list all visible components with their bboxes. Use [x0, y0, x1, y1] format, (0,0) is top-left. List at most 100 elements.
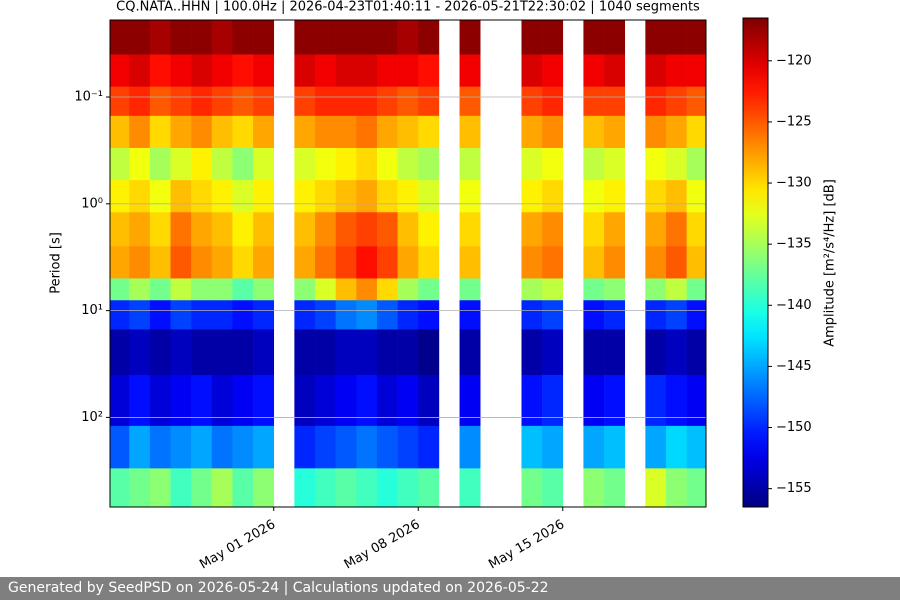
heatmap-cell [315, 180, 336, 213]
heatmap-cell [418, 425, 440, 469]
heatmap-cell [665, 300, 687, 330]
colorbar-tick-label: −130 [776, 176, 812, 191]
heatmap-cell [253, 425, 275, 469]
heatmap-cell [110, 86, 130, 117]
heatmap-cell [211, 20, 233, 55]
y-tick-label: 10² [81, 410, 103, 425]
heatmap-cell [604, 54, 626, 87]
heatmap-cell [542, 180, 564, 213]
heatmap-cell [191, 86, 213, 117]
heatmap-cell [232, 278, 254, 301]
heatmap-cell [335, 278, 357, 301]
heatmap-cell [211, 374, 233, 427]
heatmap-cell [129, 468, 151, 507]
heatmap-cell [335, 180, 357, 213]
heatmap-cell [418, 246, 440, 279]
heatmap-cell [604, 212, 626, 247]
heatmap-cell [686, 86, 706, 117]
heatmap-cell [149, 54, 171, 87]
heatmap-cell [191, 246, 213, 279]
heatmap-cell [542, 278, 564, 301]
heatmap-cell [645, 147, 667, 181]
heatmap-cell [459, 212, 481, 247]
heatmap-cell [376, 468, 398, 507]
heatmap-cell [232, 180, 254, 213]
heatmap-cell [110, 278, 130, 301]
heatmap-cell [542, 86, 564, 117]
heatmap-cell [253, 54, 275, 87]
heatmap-cell [583, 246, 605, 279]
heatmap-cell [645, 374, 667, 427]
heatmap-cell [110, 180, 130, 213]
heatmap-cell [253, 20, 275, 55]
heatmap-cell [645, 468, 667, 507]
heatmap-cell [459, 278, 481, 301]
heatmap-cell [686, 147, 706, 181]
heatmap-cell [149, 180, 171, 213]
heatmap-cell [191, 468, 213, 507]
heatmap-cell [376, 374, 398, 427]
heatmap-cell [459, 300, 481, 330]
heatmap-cell [191, 425, 213, 469]
heatmap-cell [356, 468, 378, 507]
heatmap-cell [356, 20, 378, 55]
heatmap-cell [521, 147, 543, 181]
heatmap-cell [418, 468, 440, 507]
heatmap-cell [149, 300, 171, 330]
heatmap-cell [335, 246, 357, 279]
chart: CQ.NATA..HHN | 100.0Hz | 2026-04-23T01:4… [49, 0, 838, 572]
heatmap-cell [170, 374, 192, 427]
heatmap-cell [356, 300, 378, 330]
heatmap-cell [315, 278, 336, 301]
heatmap-cell [294, 425, 316, 469]
heatmap-cell [604, 278, 626, 301]
heatmap-cell [645, 278, 667, 301]
heatmap-cell [253, 329, 275, 376]
heatmap-cell [170, 86, 192, 117]
heatmap-cell [397, 300, 419, 330]
heatmap-cell [521, 86, 543, 117]
heatmap-cell [356, 180, 378, 213]
heatmap-cell [459, 86, 481, 117]
heatmap-cell [110, 20, 130, 55]
heatmap-cell [211, 115, 233, 149]
heatmap-cell [110, 374, 130, 427]
heatmap-cell [583, 212, 605, 247]
heatmap-cell [315, 374, 336, 427]
heatmap-cell [397, 115, 419, 149]
heatmap-cell [129, 212, 151, 247]
heatmap-cell [129, 147, 151, 181]
heatmap-cell [129, 180, 151, 213]
colorbar-tick-label: −125 [776, 114, 812, 129]
footer: Generated by SeedPSD on 2026-05-24 | Cal… [0, 577, 900, 600]
heatmap-cell [665, 425, 687, 469]
heatmap-cell [583, 374, 605, 427]
heatmap-cell [521, 180, 543, 213]
heatmap-cell [604, 329, 626, 376]
heatmap-cell [170, 115, 192, 149]
heatmap-cell [335, 54, 357, 87]
colorbar-tick-label: −120 [776, 53, 812, 68]
heatmap-cell [294, 300, 316, 330]
heatmap [110, 20, 706, 507]
heatmap-cell [397, 54, 419, 87]
heatmap-cell [294, 212, 316, 247]
heatmap-cell [542, 212, 564, 247]
heatmap-cell [521, 425, 543, 469]
colorbar-tick-label: −145 [776, 359, 812, 374]
heatmap-cell [397, 147, 419, 181]
heatmap-cell [232, 374, 254, 427]
heatmap-cell [542, 246, 564, 279]
heatmap-cell [129, 20, 151, 55]
heatmap-cell [459, 374, 481, 427]
heatmap-cell [232, 300, 254, 330]
heatmap-cell [604, 425, 626, 469]
heatmap-cell [129, 425, 151, 469]
heatmap-cell [149, 425, 171, 469]
heatmap-cell [191, 374, 213, 427]
heatmap-cell [170, 278, 192, 301]
heatmap-cell [645, 54, 667, 87]
colorbar-label: Amplitude [m²/s⁴/Hz] [dB] [823, 179, 838, 347]
heatmap-cell [149, 86, 171, 117]
chart-title: CQ.NATA..HHN | 100.0Hz | 2026-04-23T01:4… [116, 0, 700, 15]
